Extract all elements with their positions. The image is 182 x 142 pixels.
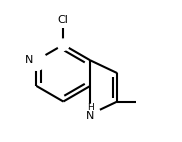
Text: N: N [86, 111, 94, 121]
Text: N: N [25, 55, 33, 65]
Circle shape [58, 39, 69, 50]
Text: H: H [87, 103, 94, 112]
Circle shape [26, 50, 46, 70]
Circle shape [80, 104, 100, 124]
Text: Cl: Cl [58, 15, 69, 25]
